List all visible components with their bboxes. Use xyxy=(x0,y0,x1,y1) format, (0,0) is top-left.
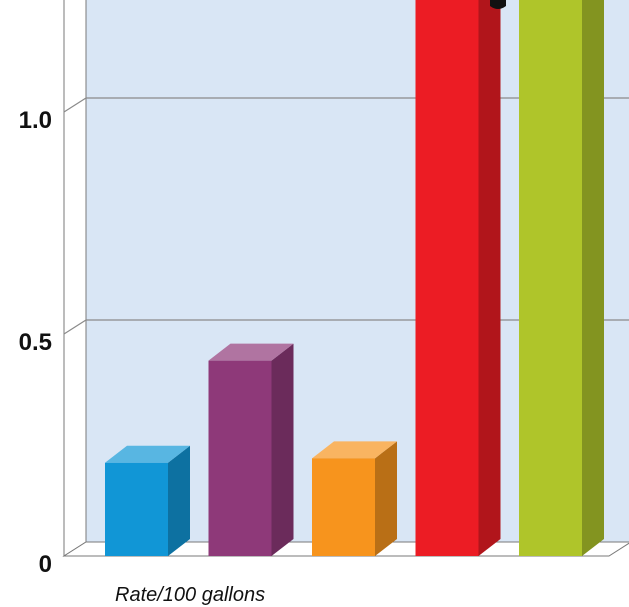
bar-side xyxy=(375,441,397,556)
y-axis-tick-labels: 00.51.01.52.02.5 xyxy=(19,107,52,578)
clipped-title-fragment xyxy=(490,0,506,9)
y-tick-label: 0.5 xyxy=(19,329,52,356)
bar xyxy=(415,0,501,556)
plot-left-wall xyxy=(63,0,87,557)
bar-front xyxy=(105,462,168,556)
bar-top xyxy=(208,343,294,361)
bar xyxy=(519,0,604,556)
bar-side xyxy=(582,0,604,556)
bar-side xyxy=(478,0,501,556)
bar-top xyxy=(105,445,190,463)
bar-front xyxy=(208,360,272,556)
y-tick-label: 0 xyxy=(39,551,52,578)
bar-side xyxy=(271,343,294,556)
x-axis-label: Rate/100 gallons xyxy=(115,584,265,606)
bar-front xyxy=(415,0,479,556)
bar-front xyxy=(519,0,582,556)
bar xyxy=(312,441,397,556)
bar xyxy=(105,445,190,556)
bar-front xyxy=(312,458,375,556)
bar-top xyxy=(312,441,397,459)
bar xyxy=(208,343,294,556)
bar-side xyxy=(168,445,190,556)
y-tick-label: 1.0 xyxy=(19,107,52,134)
bars xyxy=(105,0,604,556)
